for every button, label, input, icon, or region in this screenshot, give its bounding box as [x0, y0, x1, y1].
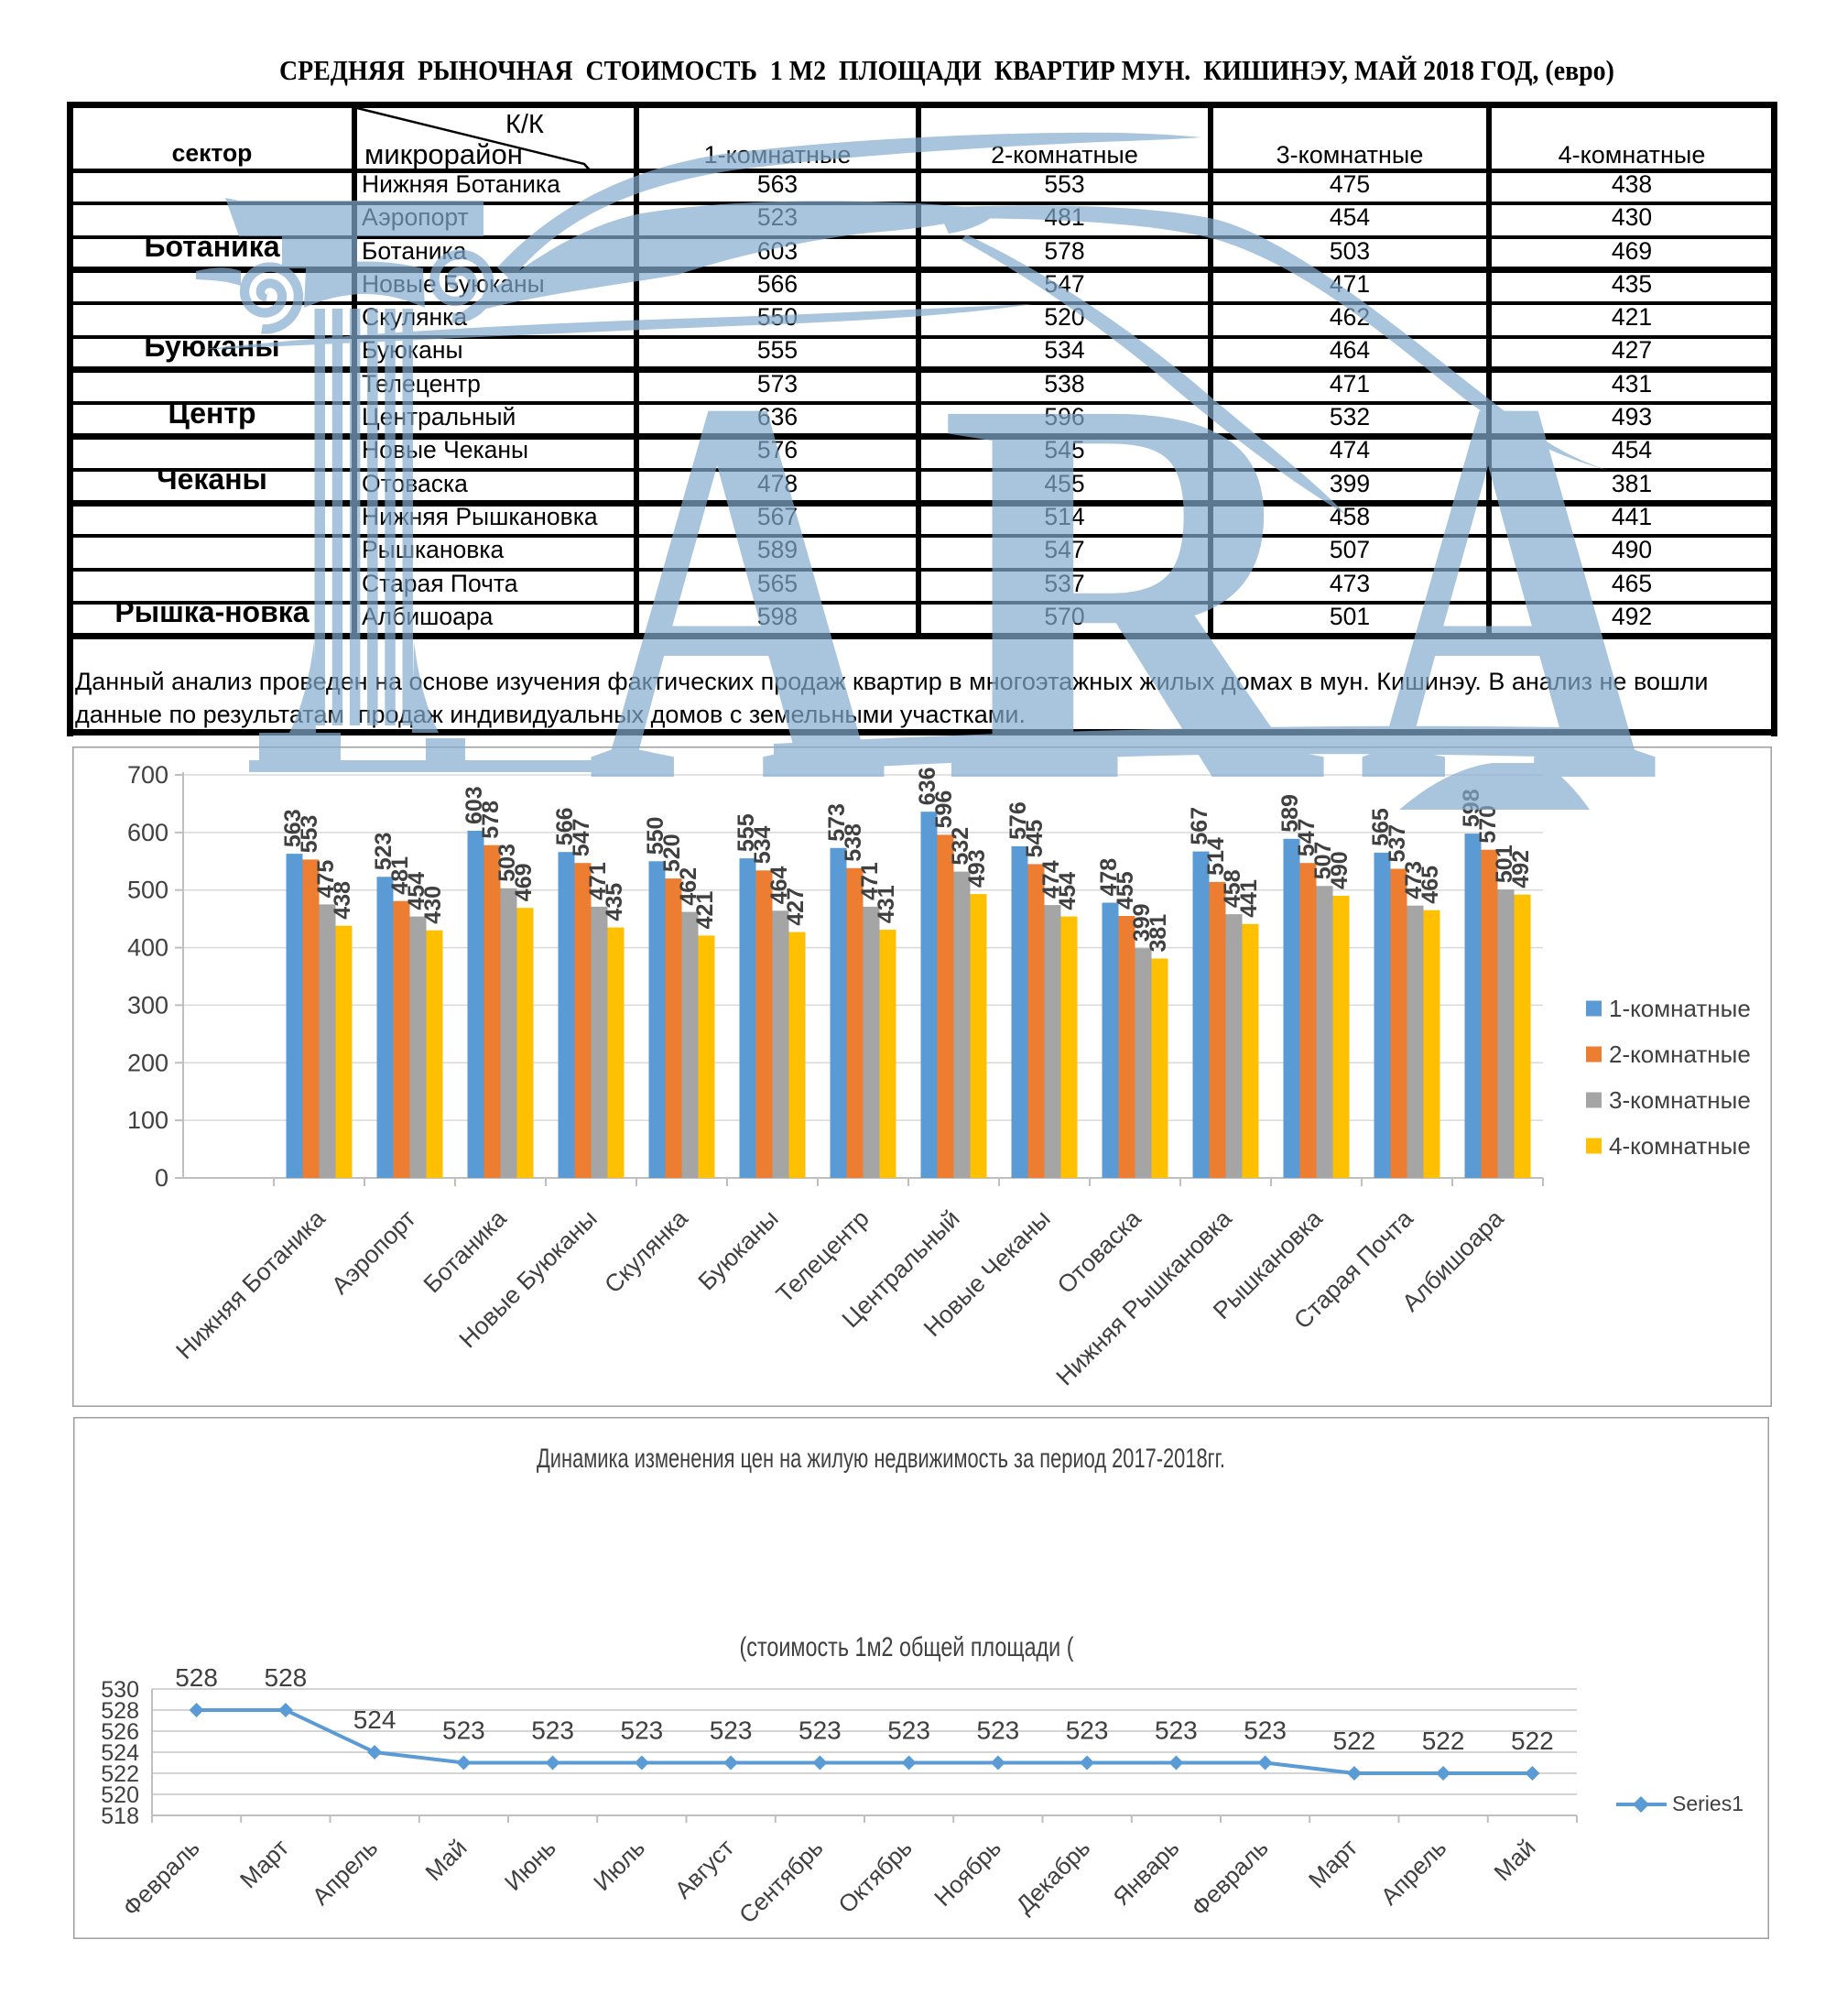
svg-text:547: 547 [569, 818, 594, 856]
svg-text:578: 578 [478, 801, 504, 839]
svg-text:427: 427 [783, 888, 809, 926]
svg-text:514: 514 [1203, 837, 1229, 876]
svg-text:507: 507 [1310, 842, 1336, 880]
svg-text:493: 493 [964, 849, 990, 888]
svg-text:555: 555 [733, 813, 759, 852]
svg-text:563: 563 [280, 809, 306, 847]
svg-text:567: 567 [1187, 807, 1212, 845]
svg-text:473: 473 [1401, 861, 1427, 899]
svg-text:481: 481 [387, 856, 413, 895]
svg-text:523: 523 [977, 1716, 1020, 1745]
svg-text:464: 464 [766, 866, 792, 904]
svg-text:523: 523 [1244, 1716, 1287, 1745]
svg-text:603: 603 [462, 786, 487, 824]
svg-text:431: 431 [874, 885, 899, 923]
svg-text:518: 518 [101, 1804, 139, 1829]
svg-text:0: 0 [155, 1164, 168, 1192]
svg-text:537: 537 [1385, 824, 1410, 863]
svg-text:462: 462 [676, 867, 701, 906]
svg-text:200: 200 [127, 1049, 168, 1076]
svg-text:474: 474 [1038, 860, 1064, 899]
svg-text:4-комнатные: 4-комнатные [1609, 1132, 1751, 1160]
svg-text:596: 596 [931, 790, 957, 829]
svg-text:528: 528 [175, 1663, 218, 1692]
svg-text:532: 532 [948, 827, 973, 866]
svg-text:523: 523 [1155, 1716, 1198, 1745]
svg-text:520: 520 [659, 834, 685, 872]
svg-text:490: 490 [1327, 851, 1353, 889]
svg-text:465: 465 [1418, 866, 1443, 904]
svg-text:522: 522 [1511, 1727, 1554, 1755]
svg-text:438: 438 [330, 881, 355, 920]
svg-text:570: 570 [1475, 805, 1501, 844]
svg-text:523: 523 [710, 1716, 753, 1745]
svg-text:492: 492 [1508, 850, 1534, 888]
svg-text:523: 523 [371, 833, 397, 871]
svg-text:435: 435 [602, 883, 627, 921]
svg-text:1-комнатные: 1-комнатные [1609, 995, 1751, 1022]
svg-text:523: 523 [442, 1716, 485, 1745]
svg-text:3-комнатные: 3-комнатные [1609, 1086, 1751, 1114]
svg-text:399: 399 [1129, 903, 1155, 942]
svg-text:503: 503 [494, 844, 520, 882]
svg-text:501: 501 [1492, 845, 1517, 883]
svg-text:522: 522 [1333, 1727, 1376, 1755]
svg-text:522: 522 [101, 1761, 139, 1787]
svg-text:100: 100 [127, 1106, 168, 1134]
svg-text:553: 553 [297, 815, 322, 854]
svg-text:2-комнатные: 2-комнатные [1609, 1041, 1751, 1068]
svg-text:573: 573 [824, 803, 850, 842]
svg-text:565: 565 [1368, 808, 1394, 846]
svg-text:636: 636 [915, 767, 940, 805]
svg-text:545: 545 [1022, 820, 1048, 858]
svg-text:441: 441 [1236, 879, 1262, 918]
svg-text:454: 454 [404, 872, 429, 910]
svg-text:566: 566 [552, 807, 578, 845]
svg-text:400: 400 [127, 934, 168, 962]
svg-text:469: 469 [511, 863, 537, 901]
svg-text:471: 471 [857, 862, 883, 900]
svg-text:523: 523 [798, 1716, 842, 1745]
svg-text:522: 522 [1422, 1727, 1465, 1755]
svg-text:550: 550 [643, 817, 668, 855]
svg-text:530: 530 [101, 1677, 139, 1703]
svg-text:454: 454 [1055, 872, 1081, 910]
svg-text:455: 455 [1113, 871, 1138, 910]
svg-text:528: 528 [265, 1663, 308, 1692]
svg-text:Динамика изменения цен на жилу: Динамика изменения цен на жилую недвижим… [537, 1444, 1225, 1474]
svg-text:523: 523 [887, 1716, 930, 1745]
svg-text:524: 524 [101, 1740, 139, 1766]
svg-text:589: 589 [1277, 794, 1303, 833]
svg-text:523: 523 [1066, 1716, 1109, 1745]
svg-text:600: 600 [127, 819, 168, 846]
svg-text:430: 430 [420, 886, 446, 924]
svg-text:381: 381 [1146, 914, 1171, 953]
svg-text:500: 500 [127, 877, 168, 904]
svg-text:478: 478 [1096, 858, 1122, 897]
svg-text:526: 526 [101, 1719, 139, 1745]
svg-text:471: 471 [585, 862, 611, 900]
svg-text:576: 576 [1005, 801, 1031, 840]
svg-text:700: 700 [127, 761, 168, 789]
svg-text:Series1: Series1 [1672, 1792, 1744, 1815]
svg-text:(стоимость 1м2 общей площади (: (стоимость 1м2 общей площади ( [740, 1632, 1074, 1662]
svg-text:524: 524 [353, 1705, 397, 1734]
svg-text:523: 523 [621, 1716, 664, 1745]
svg-text:538: 538 [841, 823, 866, 862]
svg-text:300: 300 [127, 991, 168, 1019]
svg-text:547: 547 [1294, 818, 1320, 856]
svg-text:528: 528 [101, 1698, 139, 1724]
svg-text:534: 534 [750, 825, 776, 864]
svg-text:458: 458 [1220, 869, 1245, 908]
svg-text:475: 475 [313, 860, 339, 899]
svg-text:421: 421 [692, 891, 718, 930]
svg-text:523: 523 [531, 1716, 574, 1745]
svg-text:520: 520 [101, 1782, 139, 1808]
